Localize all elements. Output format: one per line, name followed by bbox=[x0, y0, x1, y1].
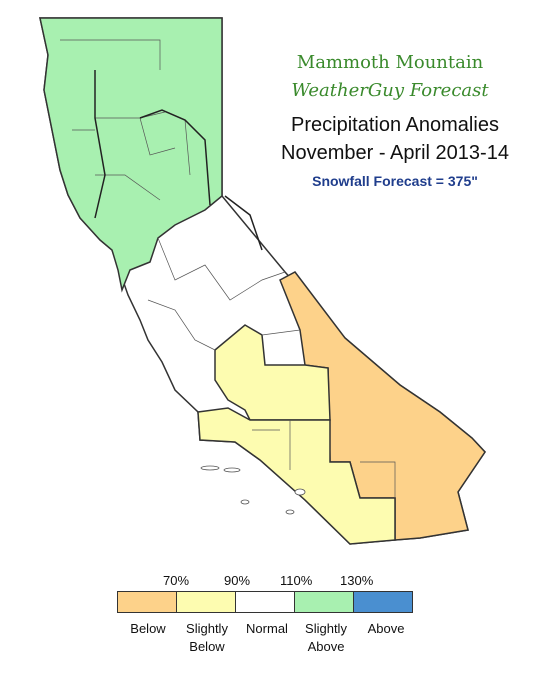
legend-label-line: Below bbox=[189, 639, 225, 654]
legend-swatch-below bbox=[117, 591, 177, 613]
title-line-3: Precipitation Anomalies bbox=[291, 114, 499, 136]
legend-label-line: Above bbox=[367, 621, 405, 636]
legend-label-line: Slightly bbox=[186, 621, 228, 636]
legend-swatch-slightly-above bbox=[294, 591, 354, 613]
region-south-coast-slightly-below bbox=[197, 407, 396, 545]
threshold-label: 110% bbox=[280, 573, 313, 588]
legend-swatch-slightly-below bbox=[176, 591, 236, 613]
county-lines bbox=[60, 39, 396, 498]
legend-label-line: Below bbox=[130, 621, 166, 636]
legend-swatch-normal bbox=[235, 591, 295, 613]
legend-bar bbox=[117, 591, 413, 613]
region-borders bbox=[94, 70, 263, 251]
legend-label-line: Slightly bbox=[305, 621, 347, 636]
title-line-4: November - April 2013-14 bbox=[281, 142, 509, 164]
region-north-slightly-above bbox=[39, 17, 223, 293]
legend-label-line: Above bbox=[307, 639, 345, 654]
threshold-label: 130% bbox=[340, 573, 374, 588]
legend-label-normal: Normal bbox=[232, 620, 302, 638]
legend-label-slightly-below: Slightly Below bbox=[172, 620, 242, 656]
legend-label-slightly-above: Slightly Above bbox=[291, 620, 361, 656]
threshold-label: 70% bbox=[163, 573, 190, 588]
snowfall-forecast: Snowfall Forecast = 375" bbox=[312, 173, 478, 189]
title-line-1: Mammoth Mountain bbox=[296, 52, 484, 73]
channel-islands bbox=[200, 465, 306, 515]
threshold-label: 90% bbox=[224, 573, 251, 588]
legend-swatch-above bbox=[353, 591, 413, 613]
legend-label-below: Below bbox=[113, 620, 183, 638]
legend-label-above: Above bbox=[351, 620, 421, 638]
title-line-2: WeatherGuy Forecast bbox=[291, 80, 489, 101]
legend-label-line: Normal bbox=[246, 621, 288, 636]
